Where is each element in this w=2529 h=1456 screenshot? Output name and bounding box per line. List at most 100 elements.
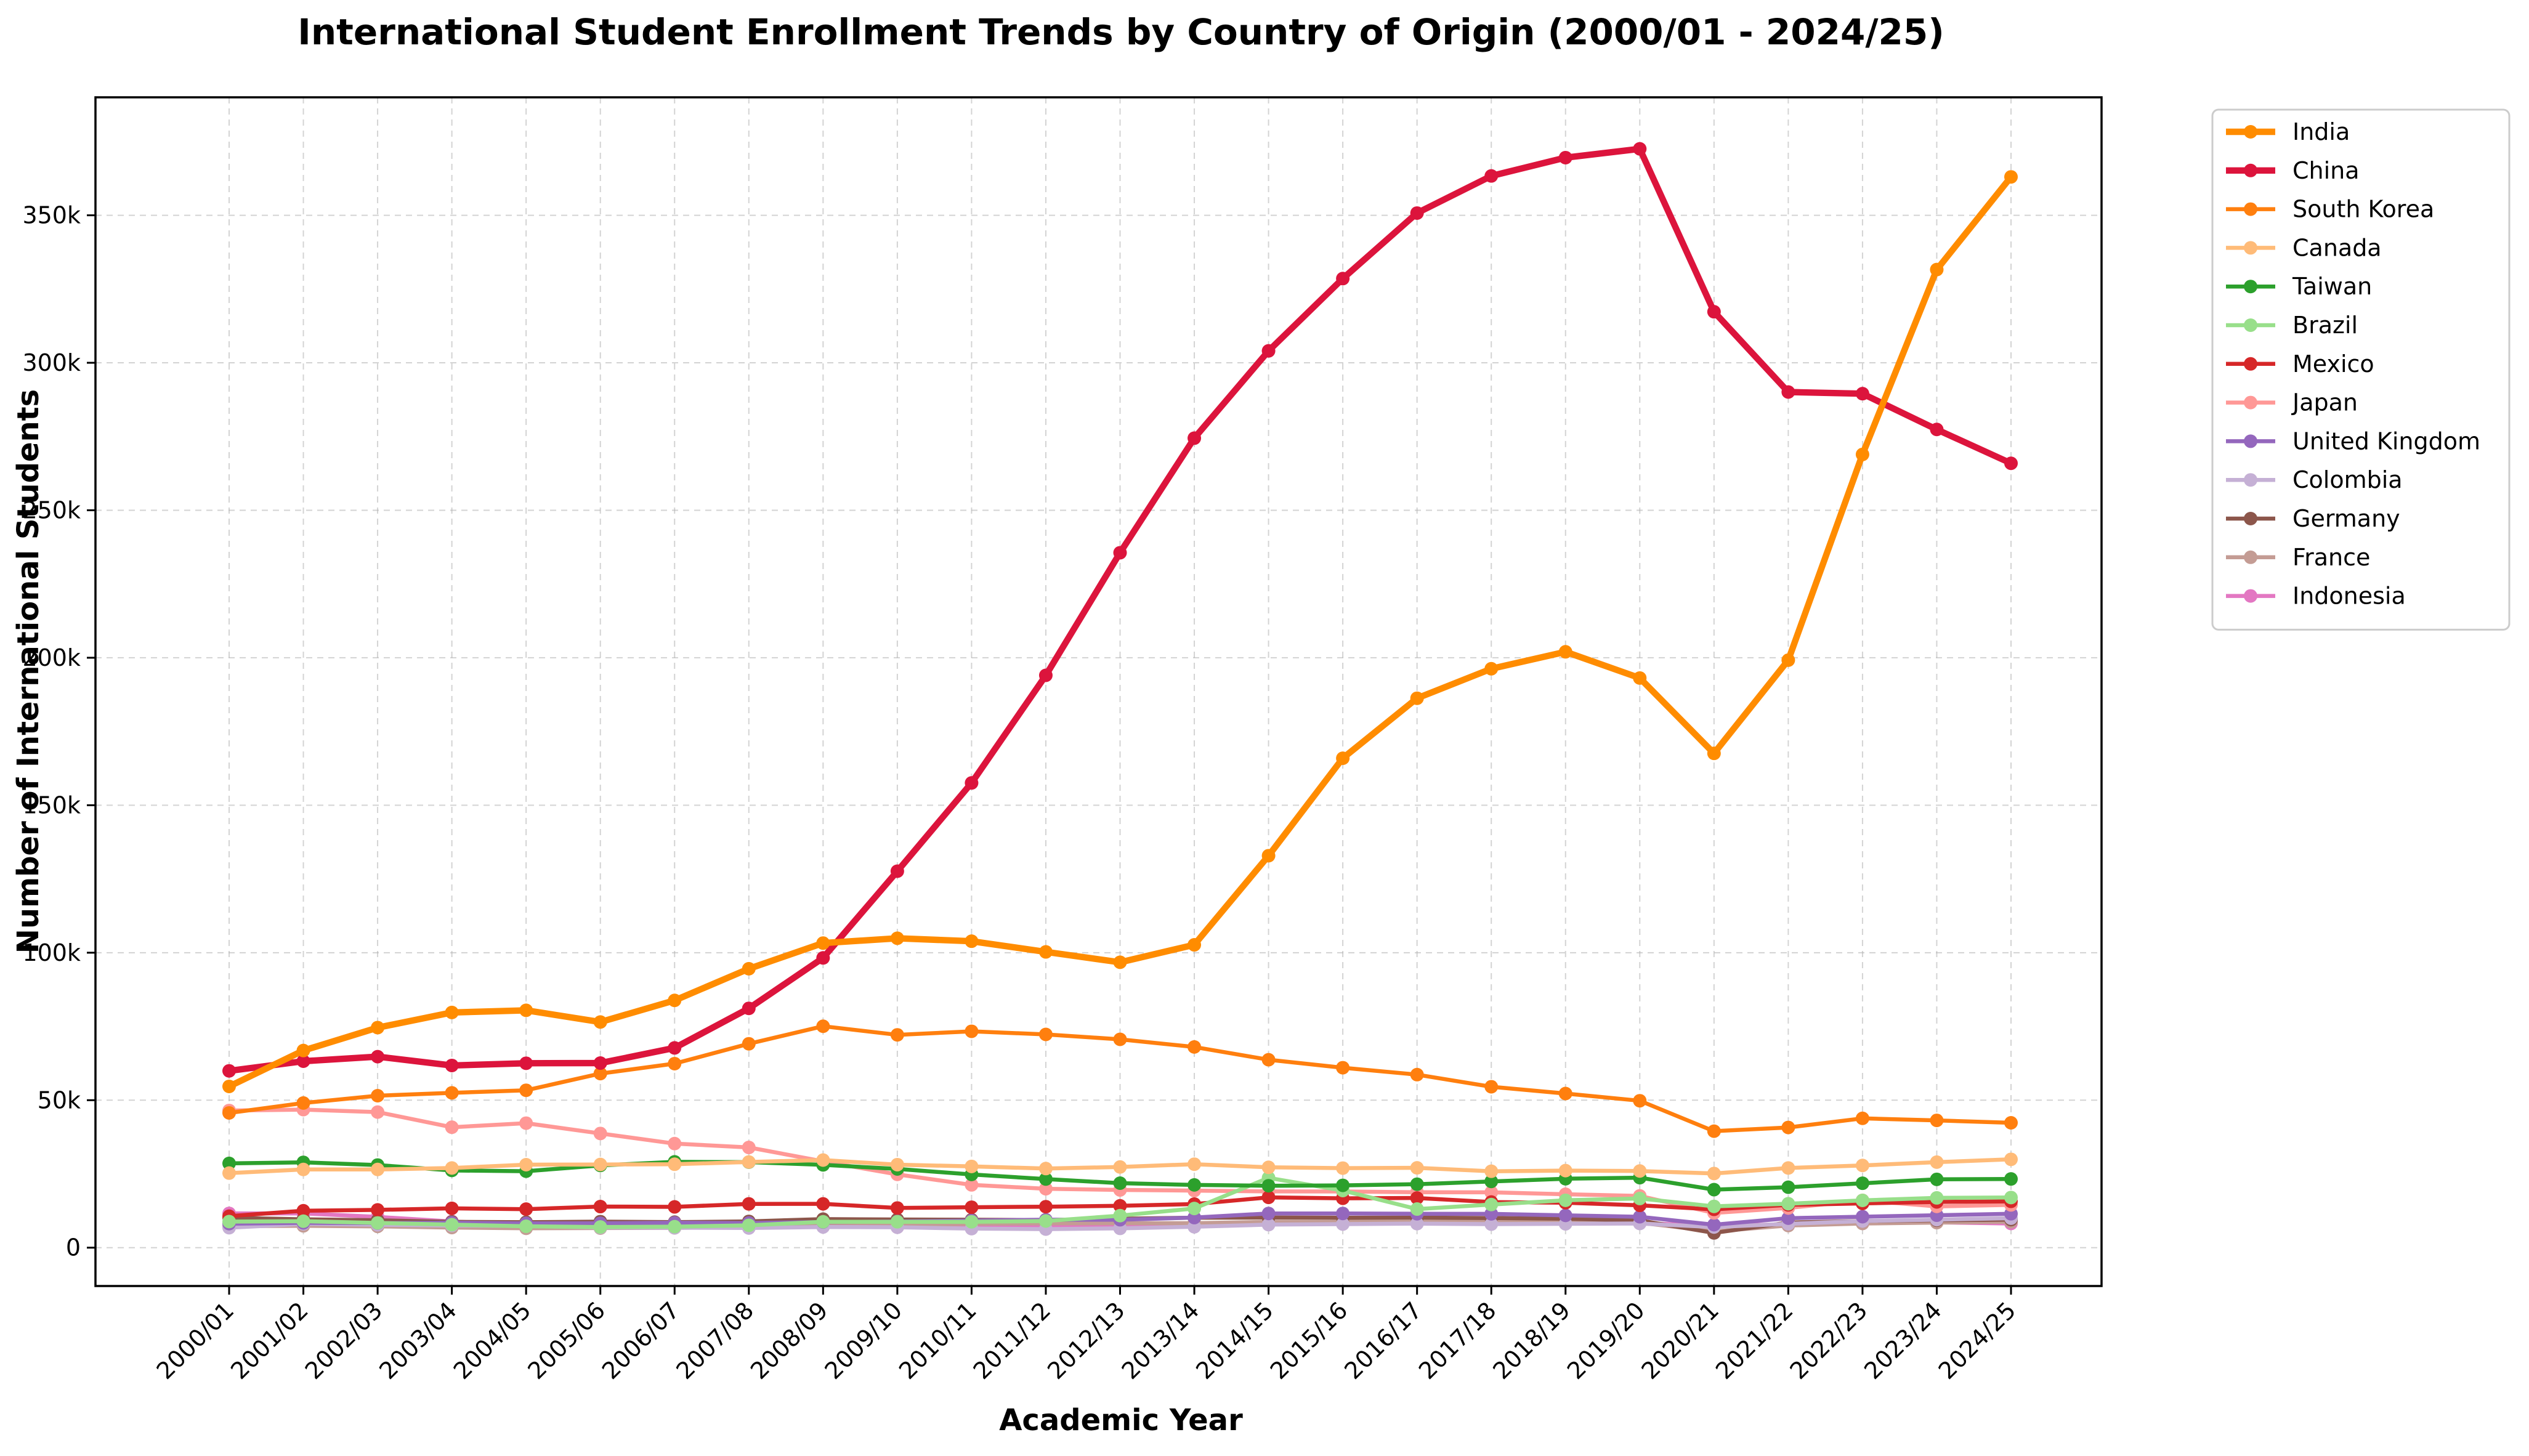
data-point-canada [816, 1153, 830, 1167]
legend-marker-south-korea [2244, 202, 2257, 216]
data-point-brazil [965, 1215, 979, 1229]
data-point-united-kingdom [1484, 1207, 1499, 1221]
legend-marker-germany [2244, 512, 2257, 525]
data-point-mexico [1113, 1199, 1127, 1213]
y-tick-label: 350k [22, 202, 81, 229]
data-point-mexico [1410, 1191, 1424, 1205]
x-tick-label: 2008/09 [745, 1296, 833, 1385]
data-point-south-korea [1855, 1111, 1869, 1125]
data-point-south-korea [445, 1086, 459, 1100]
legend: India China South Korea Canada Taiwan Brazil M… [2211, 108, 2511, 631]
data-point-taiwan [1261, 1179, 1276, 1193]
data-point-brazil [890, 1215, 904, 1229]
data-point-canada [1930, 1155, 1944, 1169]
x-tick-label: 2009/10 [819, 1296, 907, 1385]
data-point-china [2004, 456, 2018, 471]
data-point-canada [965, 1159, 979, 1173]
data-point-india [1930, 262, 1944, 277]
data-point-india [1261, 849, 1276, 863]
data-point-india [668, 993, 682, 1008]
legend-label-colombia: Colombia [2292, 466, 2403, 493]
data-point-japan [593, 1126, 607, 1141]
data-point-canada [222, 1166, 236, 1180]
data-point-china [1930, 423, 1944, 437]
data-point-canada [742, 1155, 756, 1169]
x-tick-label: 2003/04 [374, 1296, 462, 1385]
data-point-brazil [1038, 1214, 1053, 1228]
legend-marker-united-kingdom [2244, 434, 2257, 448]
x-tick-label: 2010/11 [894, 1296, 982, 1385]
data-point-taiwan [2004, 1172, 2018, 1186]
data-point-brazil [222, 1215, 236, 1229]
data-point-china [371, 1050, 385, 1064]
data-point-brazil [816, 1215, 830, 1229]
data-point-taiwan [1410, 1177, 1424, 1191]
x-tick-label: 2013/14 [1117, 1296, 1205, 1385]
y-tick-label: 100k [22, 939, 81, 966]
data-point-mexico [890, 1201, 904, 1215]
legend-marker-indonesia [2244, 589, 2257, 603]
data-point-china [668, 1041, 682, 1055]
data-point-canada [890, 1157, 904, 1171]
data-point-canada [1336, 1161, 1350, 1175]
data-point-india [1038, 945, 1053, 959]
data-point-canada [445, 1161, 459, 1175]
data-point-south-korea [1188, 1040, 1202, 1054]
data-point-mexico [445, 1201, 459, 1215]
data-point-japan [1484, 1185, 1499, 1199]
y-tick-label: 150k [22, 791, 81, 819]
data-point-colombia [1261, 1218, 1276, 1232]
x-tick-label: 2004/05 [448, 1296, 536, 1385]
data-point-united-kingdom [1336, 1207, 1350, 1221]
legend-label-brazil: Brazil [2292, 312, 2358, 339]
data-point-china [1781, 385, 1795, 399]
data-point-colombia [1484, 1217, 1499, 1231]
data-point-south-korea [1261, 1053, 1276, 1067]
data-point-china [1558, 150, 1572, 164]
x-tick-label: 2001/02 [225, 1296, 314, 1385]
data-point-brazil [1633, 1191, 1647, 1205]
data-point-india [371, 1021, 385, 1035]
data-point-brazil [519, 1219, 533, 1234]
x-tick-label: 2017/18 [1414, 1296, 1502, 1385]
data-point-india [222, 1079, 236, 1093]
data-point-united-kingdom [1781, 1211, 1795, 1225]
data-point-united-kingdom [1855, 1210, 1869, 1224]
data-point-mexico [519, 1202, 533, 1216]
data-point-china [890, 864, 904, 878]
y-tick-label: 250k [22, 496, 81, 524]
data-point-china [1113, 546, 1127, 560]
data-point-japan [519, 1116, 533, 1130]
x-tick-label: 2015/16 [1265, 1296, 1353, 1385]
data-point-south-korea [2004, 1116, 2018, 1130]
data-point-south-korea [1484, 1080, 1499, 1094]
data-point-south-korea [371, 1089, 385, 1103]
data-point-india [519, 1003, 533, 1017]
legend-label-taiwan: Taiwan [2292, 273, 2372, 300]
data-point-india [593, 1015, 607, 1029]
data-point-brazil [296, 1214, 310, 1228]
data-point-taiwan [1484, 1175, 1499, 1189]
legend-label-indonesia: Indonesia [2292, 583, 2406, 610]
data-point-colombia [1336, 1217, 1350, 1231]
data-point-brazil [593, 1220, 607, 1234]
data-point-taiwan [1707, 1183, 1721, 1197]
data-point-canada [1558, 1163, 1572, 1178]
data-point-south-korea [668, 1056, 682, 1070]
legend-marker-taiwan [2244, 280, 2257, 294]
x-tick-label: 2006/07 [597, 1296, 685, 1385]
data-point-canada [1113, 1160, 1127, 1174]
data-point-mexico [593, 1200, 607, 1214]
data-point-japan [445, 1120, 459, 1134]
data-point-china [1261, 344, 1276, 358]
data-point-india [742, 961, 756, 976]
data-point-taiwan [1188, 1178, 1202, 1192]
data-point-india [890, 931, 904, 945]
data-point-canada [593, 1157, 607, 1171]
x-tick-label: 2023/24 [1859, 1296, 1947, 1385]
data-point-south-korea [890, 1028, 904, 1042]
data-point-south-korea [593, 1067, 607, 1081]
x-tick-label: 2002/03 [300, 1296, 388, 1385]
data-point-india [1707, 746, 1721, 761]
